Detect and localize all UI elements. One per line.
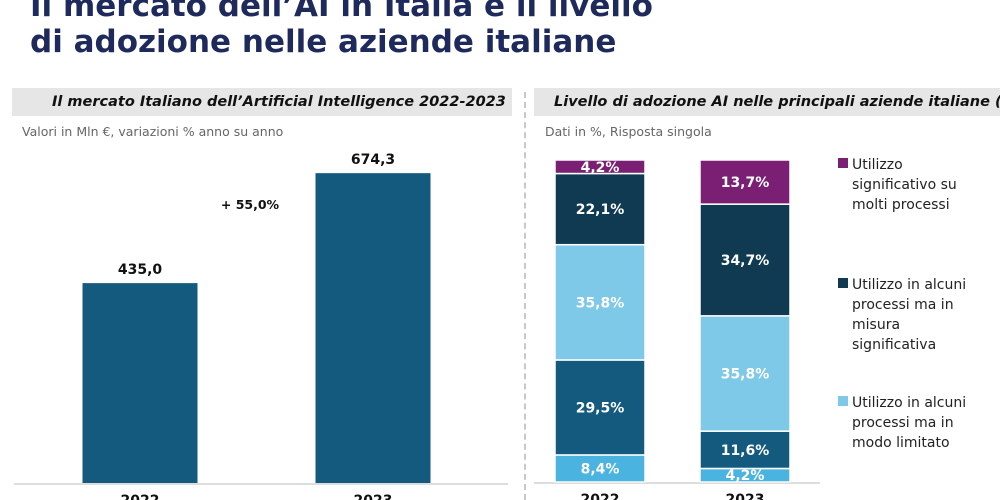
market-panel-subtitle: Valori in Mln €, variazioni % anno su an…	[22, 124, 284, 139]
legend-label-line: modo limitato	[852, 435, 950, 451]
adoption-label-2023-1: 4,2%	[726, 468, 765, 484]
adoption-panel-title: Livello di adozione AI nelle principali …	[554, 94, 1000, 110]
adoption-segment-2023-5	[699, 159, 791, 205]
adoption-label-2022-5: 4,2%	[581, 160, 620, 176]
adoption-segment-2022-2	[554, 359, 646, 456]
legend-label: Utilizzo in alcuni processi ma in modo lim…	[852, 393, 966, 453]
adoption-panel-header: Livello di adozione AI nelle principali …	[534, 88, 1000, 116]
legend-swatch	[838, 158, 848, 168]
legend-label-line: molti processi	[852, 197, 950, 213]
market-bar-chart: 435,0 2022 674,3 2023 + 55,0%	[14, 152, 508, 500]
adoption-panel-subtitle: Dati in %, Risposta singola	[545, 124, 712, 139]
market-category-label-2022: 2022	[121, 493, 160, 500]
legend-swatch	[838, 278, 848, 288]
adoption-stacked-chart: 8,4% 29,5% 35,8% 22,1% 4,2% 2022 4,2% 11,6% 35,8…	[534, 159, 820, 500]
page-title-line-1: Il mercato dell’AI in Italia e il livell…	[30, 0, 653, 24]
legend-label: Utilizzo in alcuni processi ma in misura si…	[852, 275, 966, 355]
adoption-segment-2022-5	[554, 159, 646, 175]
adoption-label-2023-4: 34,7%	[721, 253, 770, 269]
adoption-segment-2023-4	[699, 203, 791, 317]
legend-label-line: Utilizzo in alcuni	[852, 277, 967, 293]
legend-label-line: Utilizzo in alcuni	[852, 395, 967, 411]
adoption-label-2022-1: 8,4%	[581, 461, 620, 477]
adoption-segment-2023-3	[699, 315, 791, 432]
market-category-label-2023: 2023	[354, 493, 393, 500]
legend-label-line: significativa	[852, 337, 937, 353]
legend-label-line: processi ma in	[852, 297, 954, 313]
page-title: Il mercato dell’AI in Italia e il livell…	[30, 0, 653, 60]
adoption-segment-2023-2	[699, 430, 791, 470]
legend-label: Utilizzo significativo su molti processi	[852, 155, 957, 215]
market-value-label-2023: 674,3	[351, 152, 395, 168]
legend-label-line: significativo su	[852, 177, 957, 193]
adoption-label-2023-3: 35,8%	[721, 366, 770, 382]
market-bar-2022	[82, 283, 198, 483]
adoption-label-2022-3: 35,8%	[576, 295, 625, 311]
market-panel-title: Il mercato Italiano dell’Artificial Inte…	[52, 94, 506, 110]
adoption-label-2022-2: 29,5%	[576, 400, 625, 416]
adoption-label-2022-4: 22,1%	[576, 202, 625, 218]
legend-swatch	[838, 396, 848, 406]
adoption-label-2023-2: 11,6%	[721, 443, 770, 459]
legend-label-line: processi ma in	[852, 415, 954, 431]
market-panel-header: Il mercato Italiano dell’Artificial Inte…	[12, 88, 512, 116]
page-title-line-2: di adozione nelle aziende italiane	[30, 24, 617, 60]
adoption-category-label-2022: 2022	[581, 492, 620, 500]
adoption-category-label-2023: 2023	[726, 492, 765, 500]
market-bar-2023	[315, 173, 431, 483]
market-value-label-2022: 435,0	[118, 262, 163, 278]
legend-label-line: misura	[852, 317, 901, 333]
adoption-label-2023-5: 13,7%	[721, 175, 770, 191]
panel-divider	[524, 92, 526, 500]
market-growth-label: + 55,0%	[221, 197, 280, 212]
legend-label-line: Utilizzo	[852, 157, 903, 173]
